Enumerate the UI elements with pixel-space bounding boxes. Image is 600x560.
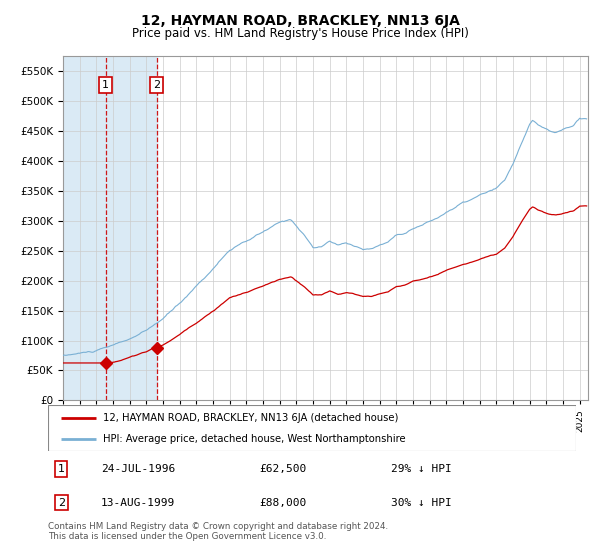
Text: 13-AUG-1999: 13-AUG-1999 — [101, 497, 175, 507]
Text: Contains HM Land Registry data © Crown copyright and database right 2024.
This d: Contains HM Land Registry data © Crown c… — [48, 522, 388, 542]
Text: 12, HAYMAN ROAD, BRACKLEY, NN13 6JA: 12, HAYMAN ROAD, BRACKLEY, NN13 6JA — [140, 14, 460, 28]
Text: HPI: Average price, detached house, West Northamptonshire: HPI: Average price, detached house, West… — [103, 435, 406, 444]
Text: £62,500: £62,500 — [259, 464, 307, 474]
Text: 29% ↓ HPI: 29% ↓ HPI — [391, 464, 452, 474]
Text: 2: 2 — [58, 497, 65, 507]
Text: 1: 1 — [58, 464, 65, 474]
Text: Price paid vs. HM Land Registry's House Price Index (HPI): Price paid vs. HM Land Registry's House … — [131, 27, 469, 40]
Text: 2: 2 — [153, 80, 160, 90]
Text: 1: 1 — [102, 80, 109, 90]
Text: £88,000: £88,000 — [259, 497, 307, 507]
Bar — [63, 56, 106, 400]
Bar — [106, 56, 157, 400]
Text: 12, HAYMAN ROAD, BRACKLEY, NN13 6JA (detached house): 12, HAYMAN ROAD, BRACKLEY, NN13 6JA (det… — [103, 413, 399, 423]
Text: 24-JUL-1996: 24-JUL-1996 — [101, 464, 175, 474]
Text: 30% ↓ HPI: 30% ↓ HPI — [391, 497, 452, 507]
